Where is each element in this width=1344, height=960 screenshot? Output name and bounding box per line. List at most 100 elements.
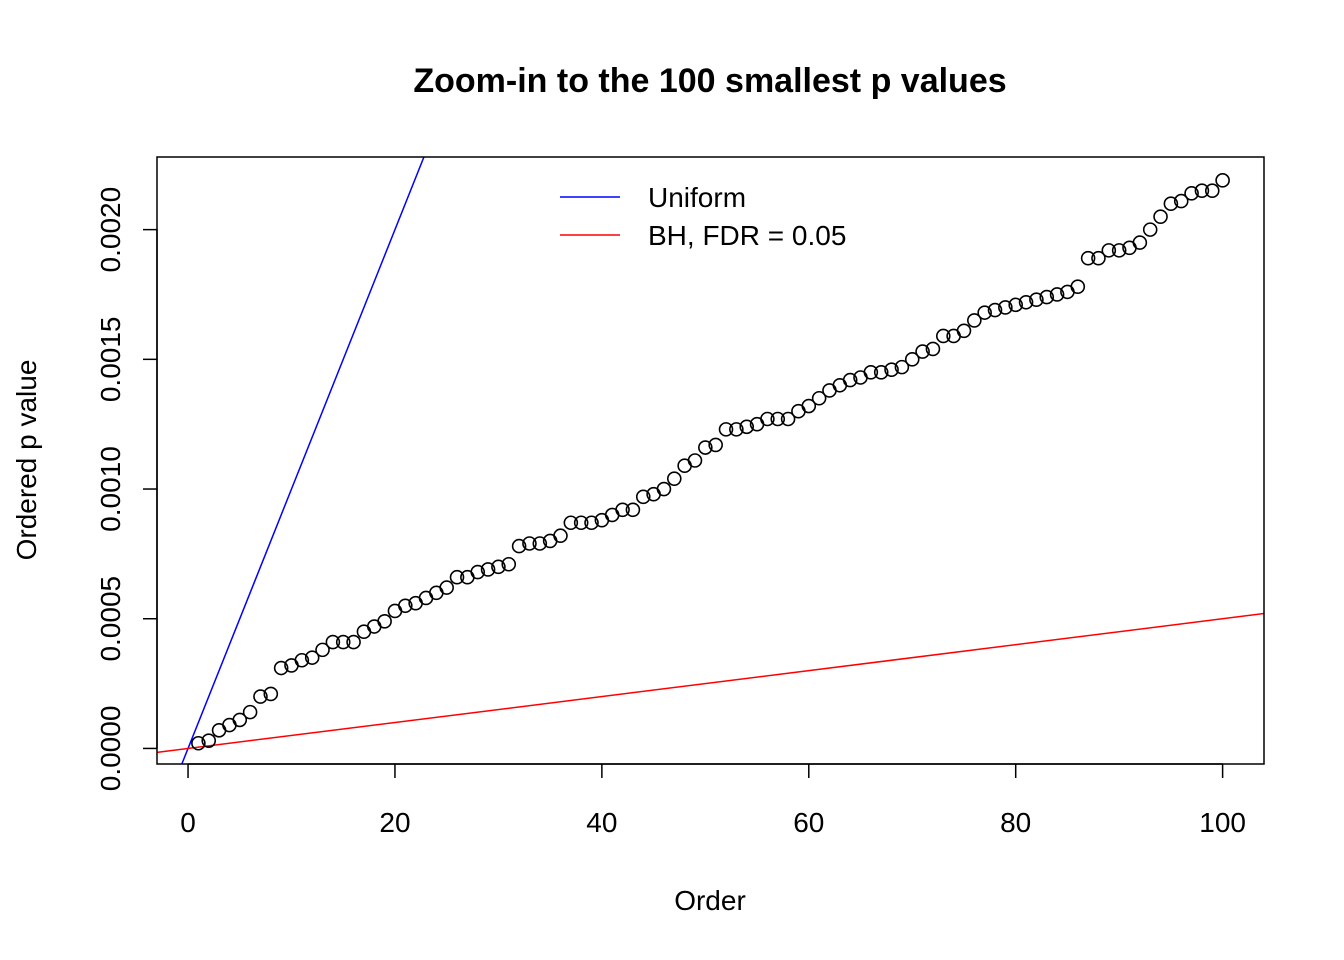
- x-tick-label: 0: [180, 807, 196, 838]
- y-tick-label: 0.0005: [95, 576, 126, 662]
- y-tick-label: 0.0020: [95, 187, 126, 273]
- data-point: [1184, 186, 1199, 201]
- data-point: [263, 686, 279, 702]
- data-point: [397, 598, 413, 614]
- data-point: [191, 735, 206, 751]
- data-point: [273, 660, 289, 676]
- data-point: [925, 341, 941, 357]
- data-point: [1070, 279, 1086, 295]
- data-point: [573, 515, 589, 531]
- reference-lines: [157, 157, 1264, 764]
- x-tick-label: 80: [1000, 807, 1031, 838]
- x-axis: 0 20 40 60 80 100: [180, 763, 1246, 838]
- y-tick-label: 0.0000: [95, 706, 126, 792]
- data-point: [718, 422, 734, 437]
- y-axis: 0.0000 0.0005 0.0010 0.0015 0.0020: [95, 187, 158, 792]
- data-point: [760, 411, 775, 427]
- data-point: [904, 352, 920, 367]
- data-point: [780, 411, 796, 427]
- data-point: [1049, 287, 1065, 302]
- reference-line-bh: [157, 612, 1264, 754]
- data-point: [729, 422, 744, 437]
- data-point: [304, 650, 320, 665]
- data-point: [1039, 289, 1055, 305]
- x-tick-label: 60: [793, 807, 824, 838]
- data-point: [708, 437, 723, 453]
- data-point: [884, 362, 899, 378]
- data-point: [1194, 183, 1210, 199]
- legend-label-uniform: Uniform: [648, 182, 746, 213]
- data-point: [739, 419, 755, 435]
- data-point: [666, 471, 682, 486]
- legend: Uniform BH, FDR = 0.05: [560, 182, 846, 251]
- data-point: [801, 398, 817, 414]
- data-point: [315, 642, 330, 658]
- data-point: [811, 390, 827, 406]
- data-point: [439, 580, 454, 595]
- data-point: [956, 323, 972, 339]
- y-tick-label: 0.0010: [95, 446, 126, 532]
- data-point: [563, 515, 579, 531]
- data-point: [511, 538, 527, 554]
- data-point: [449, 569, 465, 585]
- data-point: [863, 365, 879, 380]
- data-point: [1132, 235, 1148, 250]
- data-point: [584, 515, 599, 531]
- data-point: [1008, 297, 1024, 313]
- data-point: [470, 564, 486, 580]
- data-point: [1080, 250, 1096, 266]
- y-axis-label: Ordered p value: [11, 360, 42, 561]
- data-point: [325, 634, 341, 650]
- data-point: [842, 372, 858, 388]
- data-point: [1163, 196, 1179, 211]
- data-point: [1204, 183, 1220, 199]
- x-tick-label: 100: [1199, 807, 1246, 838]
- data-point: [967, 313, 982, 328]
- data-point: [232, 712, 248, 728]
- data-point: [491, 559, 506, 575]
- data-point: [977, 305, 992, 320]
- data-point: [1111, 243, 1127, 258]
- data-point: [873, 365, 889, 380]
- data-point: [335, 634, 351, 650]
- data-point: [501, 556, 517, 572]
- x-axis-label: Order: [674, 885, 746, 916]
- data-point: [687, 453, 703, 468]
- data-point: [1101, 243, 1117, 258]
- x-tick-label: 40: [586, 807, 617, 838]
- legend-label-bh: BH, FDR = 0.05: [648, 220, 846, 251]
- data-point: [201, 733, 217, 748]
- data-point: [294, 652, 310, 668]
- data-point: [635, 489, 651, 505]
- data-point: [987, 302, 1003, 318]
- data-point: [532, 536, 548, 551]
- x-tick-label: 20: [379, 807, 410, 838]
- data-point: [1018, 294, 1034, 310]
- data-point: [1029, 292, 1044, 307]
- reference-line-uniform: [181, 157, 425, 764]
- chart-title: Zoom-in to the 100 smallest p values: [413, 62, 1006, 100]
- data-point: [1153, 209, 1168, 224]
- data-point: [242, 704, 258, 720]
- data-point: [553, 528, 568, 544]
- data-point: [698, 440, 713, 455]
- data-point: [894, 359, 910, 375]
- data-point: [770, 411, 786, 427]
- data-point: [1173, 193, 1189, 209]
- data-point: [615, 502, 630, 518]
- data-point: [1142, 222, 1158, 237]
- data-points: [191, 173, 1230, 751]
- data-point: [915, 344, 930, 359]
- data-point: [346, 634, 361, 650]
- data-point: [656, 481, 672, 497]
- data-point: [377, 614, 392, 629]
- data-point: [998, 300, 1013, 315]
- data-point: [480, 562, 496, 577]
- data-point: [253, 689, 268, 704]
- data-point: [1091, 250, 1106, 266]
- data-point: [522, 536, 537, 551]
- data-point: [1215, 173, 1230, 188]
- data-point: [625, 502, 641, 518]
- y-tick-label: 0.0015: [95, 317, 126, 403]
